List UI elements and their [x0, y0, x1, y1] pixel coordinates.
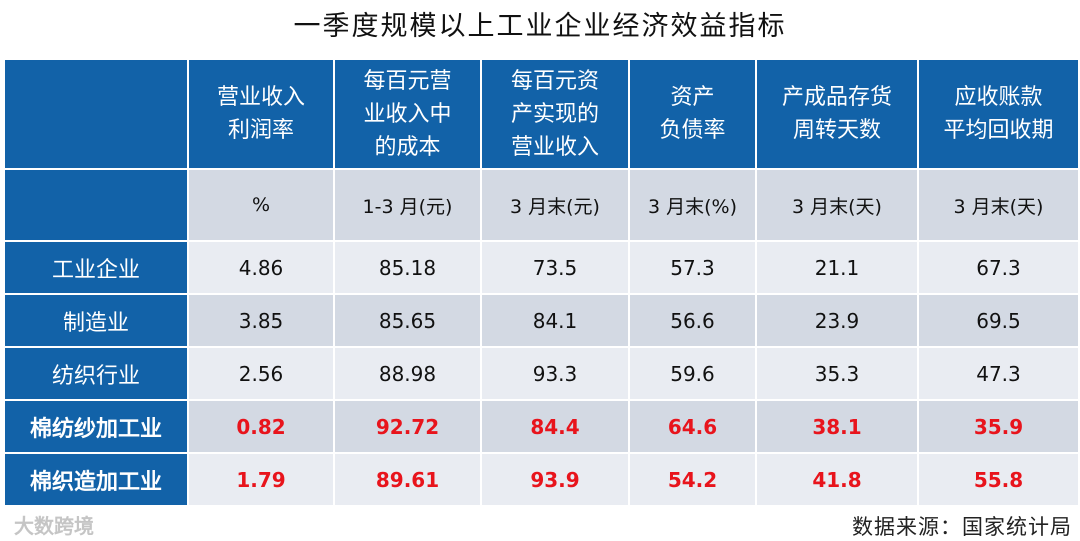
data-cell: 1.79	[187, 452, 335, 507]
data-cell: 35.3	[755, 346, 919, 401]
data-cell: 54.2	[628, 452, 757, 507]
header-line: 营业收入	[216, 85, 305, 110]
unit-cell: 1-3 月(元)	[333, 168, 482, 242]
unit-cell: 3 月末(天)	[917, 168, 1080, 242]
data-cell: 2.56	[187, 346, 335, 401]
corner-cell	[3, 168, 189, 242]
data-cell: 35.9	[917, 399, 1080, 454]
data-cell: 93.9	[480, 452, 630, 507]
header-line: 业收入中	[363, 101, 452, 127]
table: 营业收入 利润率 每百元营 业收入中 的成本 每百元资 产实现的 营业收入 资产 负债率 产成品存货…	[3, 58, 1080, 507]
header-line: 每百元资	[510, 68, 599, 94]
data-cell: 47.3	[917, 346, 1080, 401]
header-line: 每百元营	[363, 68, 452, 94]
data-row: 制造业 3.85 85.65 84.1 56.6 23.9 69.5	[3, 293, 1080, 348]
header-cell: 资产 负债率	[628, 58, 757, 170]
data-cell: 56.6	[628, 293, 757, 348]
data-cell: 73.5	[480, 240, 630, 295]
data-row: 纺织行业 2.56 88.98 93.3 59.6 35.3 47.3	[3, 346, 1080, 401]
data-cell: 21.1	[755, 240, 919, 295]
row-label: 纺织行业	[3, 346, 189, 401]
source: 数据来源：国家统计局	[852, 515, 1072, 539]
data-cell: 89.61	[333, 452, 482, 507]
row-label: 制造业	[3, 293, 189, 348]
row-label: 棉纺纱加工业	[3, 399, 189, 454]
data-row: 棉纺纱加工业 0.82 92.72 84.4 64.6 38.1 35.9	[3, 399, 1080, 454]
data-cell: 23.9	[755, 293, 919, 348]
header-row: 营业收入 利润率 每百元营 业收入中 的成本 每百元资 产实现的 营业收入 资产 负债率 产成品存货…	[3, 58, 1080, 170]
table-body: 营业收入 利润率 每百元营 业收入中 的成本 每百元资 产实现的 营业收入 资产 负债率 产成品存货…	[3, 58, 1080, 507]
header-line: 利润率	[227, 118, 294, 143]
header-line: 平均回收期	[943, 118, 1054, 143]
data-cell: 64.6	[628, 399, 757, 454]
header-line: 的成本	[374, 134, 441, 160]
data-cell: 85.65	[333, 293, 482, 348]
data-cell: 57.3	[628, 240, 757, 295]
header-cell: 每百元资产实现的营业收入	[480, 58, 630, 170]
header-cell: 每百元营业收入中的成本	[333, 58, 482, 170]
header-cell: 应收账款 平均回收期	[917, 58, 1080, 170]
data-cell: 38.1	[755, 399, 919, 454]
data-cell: 85.18	[333, 240, 482, 295]
header-line: 营业收入	[510, 134, 599, 160]
row-label: 棉织造加工业	[3, 452, 189, 507]
data-row: 工业企业 4.86 85.18 73.5 57.3 21.1 67.3	[3, 240, 1080, 295]
row-label: 工业企业	[3, 240, 189, 295]
data-row: 棉织造加工业 1.79 89.61 93.9 54.2 41.8 55.8	[3, 452, 1080, 507]
title: 一季度规模以上工业企业经济效益指标	[293, 11, 787, 42]
header-cell: 产成品存货 周转天数	[755, 58, 919, 170]
data-cell: 4.86	[187, 240, 335, 295]
watermark: 大数跨境	[14, 514, 94, 538]
header-line: 产实现的	[510, 101, 599, 127]
unit-cell: 3 月末(%)	[628, 168, 757, 242]
data-cell: 3.85	[187, 293, 335, 348]
data-cell: 0.82	[187, 399, 335, 454]
unit-cell: 3 月末(天)	[755, 168, 919, 242]
units-row: % 1-3 月(元) 3 月末(元) 3 月末(%) 3 月末(天) 3 月末(天)	[3, 168, 1080, 242]
data-cell: 59.6	[628, 346, 757, 401]
data-cell: 67.3	[917, 240, 1080, 295]
header-cell: 营业收入 利润率	[187, 58, 335, 170]
unit-cell: %	[187, 168, 335, 242]
header-line: 应收账款	[954, 85, 1043, 110]
data-cell: 41.8	[755, 452, 919, 507]
header-line: 周转天数	[792, 118, 881, 143]
unit-cell: 3 月末(元)	[480, 168, 630, 242]
data-cell: 84.1	[480, 293, 630, 348]
data-cell: 84.4	[480, 399, 630, 454]
header-line: 负债率	[659, 118, 726, 143]
data-cell: 92.72	[333, 399, 482, 454]
data-cell: 88.98	[333, 346, 482, 401]
header-line: 资产	[670, 85, 715, 110]
data-cell: 93.3	[480, 346, 630, 401]
data-cell: 69.5	[917, 293, 1080, 348]
data-cell: 55.8	[917, 452, 1080, 507]
header-line: 产成品存货	[781, 85, 892, 110]
corner-cell	[3, 58, 189, 170]
